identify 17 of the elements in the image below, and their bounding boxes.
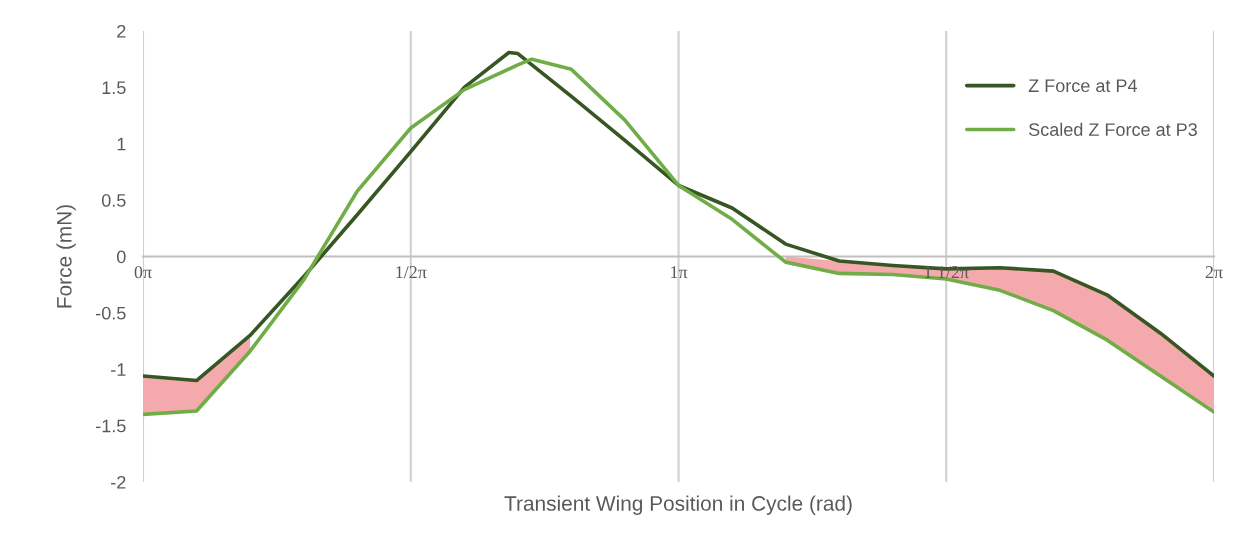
y-tick-label: 1.5	[102, 81, 126, 95]
y-tick-label: -1.5	[96, 419, 126, 433]
legend-label: Z Force at P4	[1028, 79, 1138, 93]
y-tick-label: -0.5	[96, 306, 126, 320]
y-tick-label: 2	[117, 24, 126, 38]
legend-label: Scaled Z Force at P3	[1028, 122, 1197, 136]
x-tick-label: 1π	[671, 266, 688, 279]
x-tick-label: 1/2π	[396, 266, 427, 279]
y-axis-title: Force (mN)	[56, 205, 76, 308]
y-tick-label: 1	[117, 137, 126, 151]
y-tick-label: -2	[111, 475, 126, 489]
y-tick-label: 0	[117, 250, 126, 264]
y-tick-label: -1	[111, 363, 126, 376]
x-tick-label: 2π	[1205, 266, 1223, 279]
x-axis-title: Transient Wing Position in Cycle (rad)	[504, 495, 852, 515]
x-tick-label: 0π	[134, 266, 152, 279]
y-tick-label: 0.5	[101, 194, 126, 207]
